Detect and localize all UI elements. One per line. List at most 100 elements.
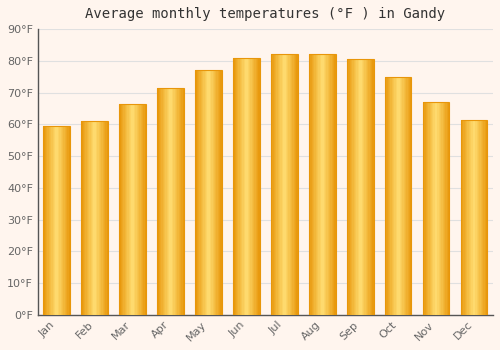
Bar (134, 104, 136, 315)
Bar (406, 77, 407, 315)
Bar (216, 70, 218, 315)
Bar (100, 121, 102, 315)
Bar (317, 55, 318, 315)
Bar (276, 55, 278, 315)
Bar (244, 58, 245, 315)
Bar (352, 59, 354, 315)
Bar (287, 55, 288, 315)
Bar (389, 77, 390, 315)
Bar (358, 59, 359, 315)
Bar (472, 120, 473, 315)
Bar (424, 102, 426, 315)
Bar (172, 88, 173, 315)
Bar (202, 70, 203, 315)
Bar (198, 70, 199, 315)
Bar (280, 55, 281, 315)
Bar (332, 55, 333, 315)
Bar (66, 126, 68, 315)
Bar (402, 77, 404, 315)
Bar (158, 88, 160, 315)
Bar (258, 58, 260, 315)
Bar (448, 102, 450, 315)
Bar (207, 70, 208, 315)
Bar (396, 77, 397, 315)
Bar (240, 58, 241, 315)
Bar (253, 58, 254, 315)
Bar (436, 102, 438, 315)
Bar (486, 120, 488, 315)
Bar (390, 77, 392, 315)
Bar (465, 120, 466, 315)
Bar (322, 55, 324, 315)
Bar (330, 55, 332, 315)
Bar (426, 102, 427, 315)
Bar (49, 126, 50, 315)
Bar (138, 104, 140, 315)
Bar (480, 120, 482, 315)
Bar (328, 55, 329, 315)
Bar (325, 55, 326, 315)
Bar (354, 59, 355, 315)
Bar (392, 77, 393, 315)
Bar (388, 77, 389, 315)
Bar (199, 70, 200, 315)
Bar (58, 126, 59, 315)
Bar (326, 55, 328, 315)
Bar (92, 121, 94, 315)
Bar (397, 77, 398, 315)
Bar (220, 70, 222, 315)
Bar (46, 126, 48, 315)
Bar (363, 59, 364, 315)
Bar (170, 88, 172, 315)
Bar (356, 59, 358, 315)
Bar (214, 70, 215, 315)
Bar (234, 58, 236, 315)
Bar (466, 120, 468, 315)
Bar (215, 70, 216, 315)
Bar (174, 88, 176, 315)
Bar (292, 55, 294, 315)
Bar (126, 104, 128, 315)
Bar (385, 77, 386, 315)
Bar (385, 77, 411, 315)
Bar (372, 59, 374, 315)
Bar (286, 55, 287, 315)
Bar (410, 77, 412, 315)
Bar (44, 126, 45, 315)
Bar (249, 58, 250, 315)
Bar (333, 55, 334, 315)
Bar (405, 77, 406, 315)
Bar (461, 120, 462, 315)
Bar (313, 55, 314, 315)
Bar (314, 55, 316, 315)
Bar (44, 126, 70, 315)
Bar (86, 121, 88, 315)
Bar (470, 120, 472, 315)
Bar (82, 121, 83, 315)
Bar (408, 77, 409, 315)
Bar (484, 120, 486, 315)
Bar (130, 104, 132, 315)
Bar (321, 55, 322, 315)
Bar (128, 104, 130, 315)
Bar (476, 120, 478, 315)
Bar (468, 120, 469, 315)
Bar (294, 55, 295, 315)
Bar (94, 121, 96, 315)
Bar (173, 88, 174, 315)
Bar (393, 77, 394, 315)
Bar (371, 59, 372, 315)
Bar (120, 104, 146, 315)
Bar (312, 55, 313, 315)
Bar (48, 126, 49, 315)
Bar (195, 70, 196, 315)
Bar (482, 120, 484, 315)
Bar (180, 88, 181, 315)
Bar (370, 59, 371, 315)
Bar (178, 88, 180, 315)
Bar (295, 55, 296, 315)
Bar (181, 88, 182, 315)
Bar (50, 126, 51, 315)
Bar (271, 55, 297, 315)
Bar (464, 120, 465, 315)
